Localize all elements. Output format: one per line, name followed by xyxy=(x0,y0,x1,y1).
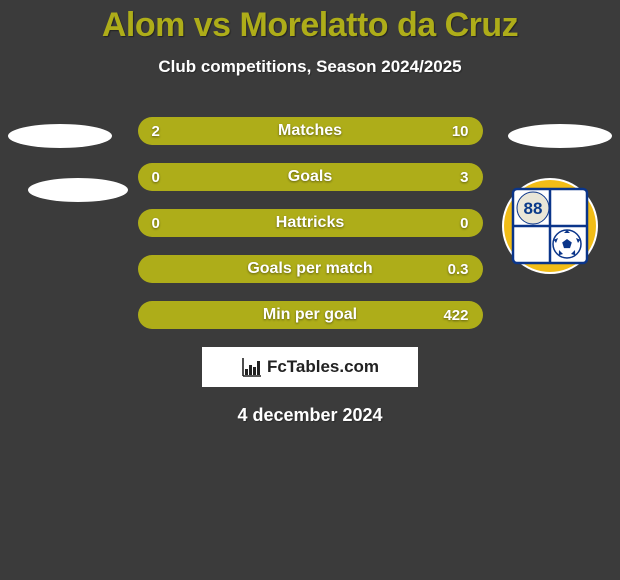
stat-right-value: 0 xyxy=(439,215,469,232)
stat-label: Min per goal xyxy=(263,306,357,324)
bar-chart-icon xyxy=(241,356,263,378)
stat-row: 0 Goals 3 xyxy=(138,163,483,191)
page-title: Alom vs Morelatto da Cruz xyxy=(0,0,620,45)
stat-right-value: 3 xyxy=(439,169,469,186)
stat-row: Goals per match 0.3 xyxy=(138,255,483,283)
stat-left-value: 2 xyxy=(152,123,182,140)
stat-left-value: 0 xyxy=(152,215,182,232)
stat-row: Min per goal 422 xyxy=(138,301,483,329)
stat-right-value: 0.3 xyxy=(439,261,469,278)
placeholder-ellipse-icon xyxy=(508,124,612,148)
page-subtitle: Club competitions, Season 2024/2025 xyxy=(0,57,620,77)
branding-badge: FcTables.com xyxy=(202,347,418,387)
stat-row: 2 Matches 10 xyxy=(138,117,483,145)
stat-right-value: 422 xyxy=(439,307,469,324)
left-player-placeholder xyxy=(8,124,128,202)
placeholder-ellipse-icon xyxy=(28,178,128,202)
stat-label: Matches xyxy=(278,122,342,140)
date-text: 4 december 2024 xyxy=(0,405,620,426)
branding-text: FcTables.com xyxy=(267,357,379,377)
stat-right-value: 10 xyxy=(439,123,469,140)
stat-label: Goals xyxy=(288,168,332,186)
club-badge-icon: 88 xyxy=(500,176,600,276)
stat-left-value: 0 xyxy=(152,169,182,186)
svg-text:88: 88 xyxy=(524,199,543,218)
stat-label: Goals per match xyxy=(247,260,372,278)
placeholder-ellipse-icon xyxy=(8,124,112,148)
stat-label: Hattricks xyxy=(276,214,344,232)
right-player-placeholder xyxy=(508,124,612,148)
stat-row: 0 Hattricks 0 xyxy=(138,209,483,237)
